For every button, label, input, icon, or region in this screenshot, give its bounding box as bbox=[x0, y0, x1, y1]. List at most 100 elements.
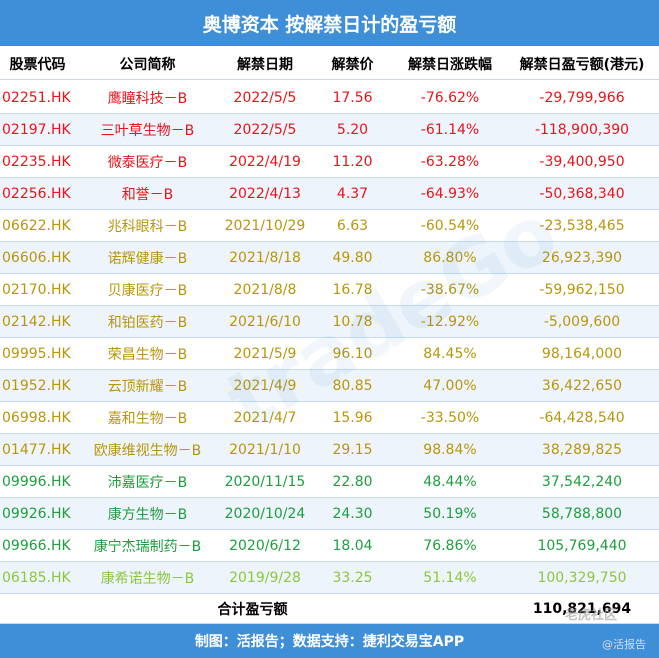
table-cell: 2021/10/29 bbox=[224, 217, 306, 234]
table-cell: 76.86% bbox=[423, 537, 477, 554]
table-cell: 11.20 bbox=[332, 153, 373, 170]
table-cell: 02142.HK bbox=[2, 313, 71, 330]
table-cell: 欧康维视生物－B bbox=[93, 442, 202, 459]
column-header: 股票代码 bbox=[9, 56, 66, 73]
table-cell: 鹰瞳科技－B bbox=[107, 90, 188, 107]
table-cell: -39,400,950 bbox=[539, 153, 625, 170]
table-cell: 06998.HK bbox=[2, 409, 71, 426]
table-cell: 2019/9/28 bbox=[229, 569, 301, 586]
table-cell: 嘉和生物－B bbox=[107, 410, 188, 427]
table-cell: 康希诺生物－B bbox=[100, 570, 195, 587]
table-cell: -23,538,465 bbox=[539, 217, 625, 234]
table-cell: -118,900,390 bbox=[534, 121, 630, 138]
table-cell: 15.96 bbox=[332, 409, 373, 426]
table-cell: 02251.HK bbox=[2, 89, 71, 106]
total-label: 合计盈亏额 bbox=[217, 601, 288, 618]
table-cell: 06606.HK bbox=[2, 249, 71, 266]
table-row: 06606.HK 诺辉健康－B 2021/8/18 49.80 86.80% 26,923… bbox=[0, 242, 659, 274]
table-cell: 48.44% bbox=[423, 473, 477, 490]
table-row: 09996.HK 沛嘉医疗－B 2020/11/15 22.80 48.44% 37,54… bbox=[0, 466, 659, 498]
table-cell: 10.78 bbox=[332, 313, 373, 330]
table-row: 02197.HK 三叶草生物－B 2022/5/5 5.20 -61.14% -118,9… bbox=[0, 114, 659, 146]
table-row: 02170.HK 贝康医疗－B 2021/8/8 16.78 -38.67% -59,96… bbox=[0, 274, 659, 306]
table-cell: 荣昌生物－B bbox=[107, 346, 188, 363]
table-row: 01477.HK 欧康维视生物－B 2021/1/10 29.15 98.84% 38,2… bbox=[0, 434, 659, 466]
table-cell: 2021/6/10 bbox=[229, 313, 301, 330]
table-cell: 康方生物－B bbox=[107, 506, 188, 523]
table-cell: 29.15 bbox=[332, 441, 373, 458]
table-cell: 49.80 bbox=[332, 249, 373, 266]
table-cell: 06185.HK bbox=[2, 569, 71, 586]
table-cell: 2021/4/7 bbox=[233, 409, 297, 426]
table-cell: 47.00% bbox=[423, 377, 477, 394]
table-row: 06998.HK 嘉和生物－B 2021/4/7 15.96 -33.50% -64,42… bbox=[0, 402, 659, 434]
total-row: 合计盈亏额 110,821,694 bbox=[0, 594, 659, 624]
table-cell: 02170.HK bbox=[2, 281, 71, 298]
table-row: 09995.HK 荣昌生物－B 2021/5/9 96.10 84.45% 98,164,… bbox=[0, 338, 659, 370]
table-cell: -12.92% bbox=[420, 313, 480, 330]
table-cell: 33.25 bbox=[332, 569, 373, 586]
table-cell: 兆科眼科－B bbox=[107, 218, 188, 235]
table-cell: 50.19% bbox=[423, 505, 477, 522]
table-cell: -76.62% bbox=[420, 89, 480, 106]
table-row: 09966.HK 康宁杰瑞制药－B 2020/6/12 18.04 76.86% 105,… bbox=[0, 530, 659, 562]
table-cell: 18.04 bbox=[332, 537, 373, 554]
table-cell: 38,289,825 bbox=[541, 441, 623, 458]
table-cell: 02197.HK bbox=[2, 121, 71, 138]
table-cell: 和铂医药－B bbox=[107, 314, 188, 331]
table-cell: 微泰医疗－B bbox=[107, 154, 188, 171]
table-cell: -5,009,600 bbox=[543, 313, 621, 330]
table-cell: 80.85 bbox=[332, 377, 373, 394]
watermark: 老虎社区 bbox=[565, 608, 618, 623]
table-row: 02251.HK 鹰瞳科技－B 2022/5/5 17.56 -76.62% -29,79… bbox=[0, 82, 659, 114]
column-header: 解禁日涨跌幅 bbox=[408, 56, 492, 73]
table-cell: 96.10 bbox=[332, 345, 373, 362]
table-cell: 康宁杰瑞制药－B bbox=[93, 538, 202, 555]
table-cell: -64,428,540 bbox=[539, 409, 625, 426]
total-value: 110,821,694 bbox=[532, 600, 632, 617]
table-cell: 2021/1/10 bbox=[229, 441, 301, 458]
table-cell: 37,542,240 bbox=[541, 473, 623, 490]
table-cell: 01952.HK bbox=[2, 377, 71, 394]
footer: 制图：活报告；数据支持：捷利交易宝APP bbox=[0, 624, 659, 658]
table-cell: 09995.HK bbox=[2, 345, 71, 362]
table-cell: 98,164,000 bbox=[541, 345, 623, 362]
table-cell: 5.20 bbox=[336, 121, 369, 138]
table-cell: 09996.HK bbox=[2, 473, 71, 490]
table-cell: 4.37 bbox=[336, 185, 369, 202]
table-cell: 58,788,800 bbox=[541, 505, 623, 522]
table-cell: -38.67% bbox=[420, 281, 480, 298]
table-cell: 17.56 bbox=[332, 89, 373, 106]
table-cell: -33.50% bbox=[420, 409, 480, 426]
table-cell: 2020/10/24 bbox=[224, 505, 306, 522]
table-cell: -61.14% bbox=[420, 121, 480, 138]
table-cell: 和誉－B bbox=[121, 186, 174, 203]
header-row: 股票代码 公司简称 解禁日期 解禁价 解禁日涨跌幅 解禁日盈亏额(港元) bbox=[0, 48, 659, 80]
table-cell: 22.80 bbox=[332, 473, 373, 490]
table-cell: 2022/5/5 bbox=[233, 89, 297, 106]
table-cell: 2020/11/15 bbox=[224, 473, 306, 490]
table-row: 02256.HK 和誉－B 2022/4/13 4.37 -64.93% -50,368,… bbox=[0, 178, 659, 210]
table-cell: 36,422,650 bbox=[541, 377, 623, 394]
table-cell: 沛嘉医疗－B bbox=[107, 474, 188, 491]
table-row: 02142.HK 和铂医药－B 2021/6/10 10.78 -12.92% -5,00… bbox=[0, 306, 659, 338]
table-cell: 2022/4/13 bbox=[229, 185, 301, 202]
table-cell: 2020/6/12 bbox=[229, 537, 301, 554]
table-row: 06185.HK 康希诺生物－B 2019/9/28 33.25 51.14% 100,3… bbox=[0, 562, 659, 594]
table-row: 02235.HK 微泰医疗－B 2022/4/19 11.20 -63.28% -39,4… bbox=[0, 146, 659, 178]
table-cell: 诺辉健康－B bbox=[107, 250, 188, 267]
table-cell: 2021/8/18 bbox=[229, 249, 301, 266]
table-cell: 09926.HK bbox=[2, 505, 71, 522]
table-cell: 2022/4/19 bbox=[229, 153, 301, 170]
table-row: 06622.HK 兆科眼科－B 2021/10/29 6.63 -60.54% -23,5… bbox=[0, 210, 659, 242]
table-cell: 26,923,390 bbox=[541, 249, 623, 266]
table-cell: 06622.HK bbox=[2, 217, 71, 234]
table-cell: -59,962,150 bbox=[539, 281, 625, 298]
table-cell: 84.45% bbox=[423, 345, 477, 362]
table-cell: 2021/4/9 bbox=[233, 377, 297, 394]
table-cell: -29,799,966 bbox=[539, 89, 625, 106]
column-header: 解禁日盈亏额(港元) bbox=[519, 56, 645, 73]
table-cell: 02235.HK bbox=[2, 153, 71, 170]
table-cell: 2022/5/5 bbox=[233, 121, 297, 138]
column-header: 解禁价 bbox=[331, 56, 374, 73]
